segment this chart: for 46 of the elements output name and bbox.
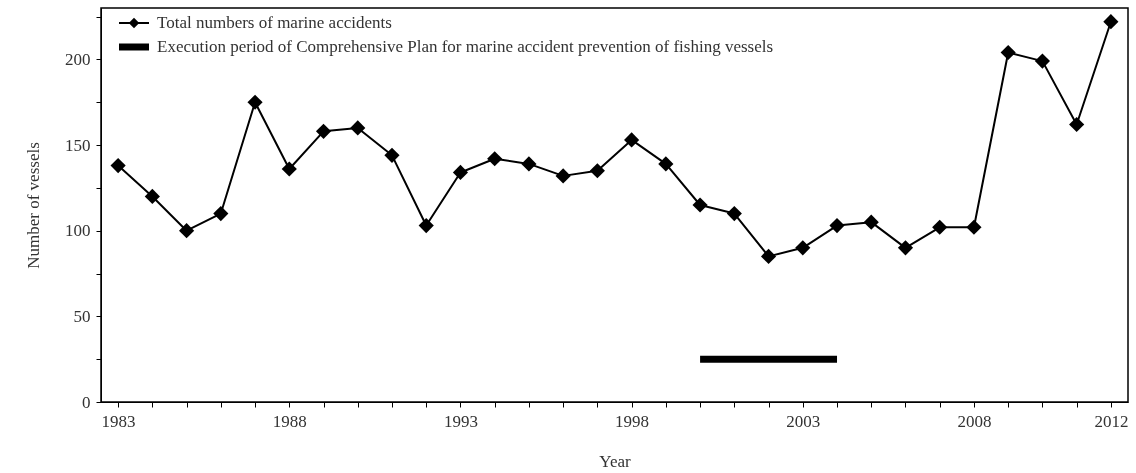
point (589, 163, 605, 179)
point (863, 214, 879, 230)
point (144, 188, 160, 205)
point (384, 147, 400, 163)
y-tick-label: 100 (65, 221, 91, 241)
point (281, 161, 297, 177)
point (521, 156, 537, 172)
point (726, 205, 742, 222)
x-tick-label: 2008 (957, 411, 992, 431)
point (760, 248, 777, 264)
point (110, 158, 126, 174)
point (213, 205, 229, 222)
point (247, 94, 263, 110)
point (1103, 14, 1119, 30)
point (1034, 53, 1050, 69)
x-tick-label: 1983 (101, 411, 136, 431)
point (624, 132, 640, 148)
y-tick-label: 0 (82, 392, 91, 412)
point (418, 217, 434, 234)
point (897, 240, 914, 256)
point (350, 120, 366, 136)
y-tick-label: 150 (65, 135, 91, 155)
point (692, 197, 708, 213)
y-axis-title: Number of vessels (24, 142, 43, 269)
y-tick-label: 200 (65, 49, 91, 69)
point (1069, 116, 1085, 133)
y-tick-label: 50 (73, 306, 91, 326)
legend-label: Total numbers of marine accidents (157, 13, 392, 32)
point (932, 219, 948, 235)
point (315, 123, 332, 139)
point (658, 156, 674, 172)
x-tick-label: 2012 (1094, 411, 1129, 431)
point (1000, 44, 1016, 61)
point (452, 164, 469, 181)
point (555, 168, 571, 184)
x-axis-title: Year (599, 451, 631, 471)
point (829, 217, 845, 234)
point (179, 223, 195, 239)
x-tick-label: 1988 (272, 411, 307, 431)
x-tick-label: 1998 (615, 411, 650, 431)
point (966, 219, 982, 235)
x-tick-label: 1993 (443, 411, 478, 431)
legend-label: Execution period of Comprehensive Plan for marine accident prevention of fishing vessels (157, 37, 774, 56)
point (487, 151, 503, 167)
x-tick-label: 2003 (786, 411, 821, 431)
point (795, 240, 811, 256)
